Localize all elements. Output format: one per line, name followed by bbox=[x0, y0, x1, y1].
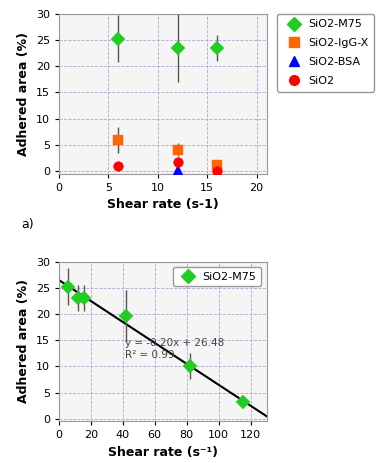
X-axis label: Shear rate (s⁻¹): Shear rate (s⁻¹) bbox=[108, 446, 218, 459]
Y-axis label: Adhered area (%): Adhered area (%) bbox=[17, 32, 30, 156]
Legend: SiO2-M75: SiO2-M75 bbox=[173, 267, 261, 286]
Text: y = -0.20x + 26.48
R² = 0.99: y = -0.20x + 26.48 R² = 0.99 bbox=[125, 338, 225, 360]
Y-axis label: Adhered area (%): Adhered area (%) bbox=[17, 280, 30, 403]
Legend: SiO2-M75, SiO2-IgG-X, SiO2-BSA, SiO2: SiO2-M75, SiO2-IgG-X, SiO2-BSA, SiO2 bbox=[277, 14, 374, 92]
X-axis label: Shear rate (s-1): Shear rate (s-1) bbox=[107, 198, 219, 211]
Text: a): a) bbox=[22, 219, 34, 232]
